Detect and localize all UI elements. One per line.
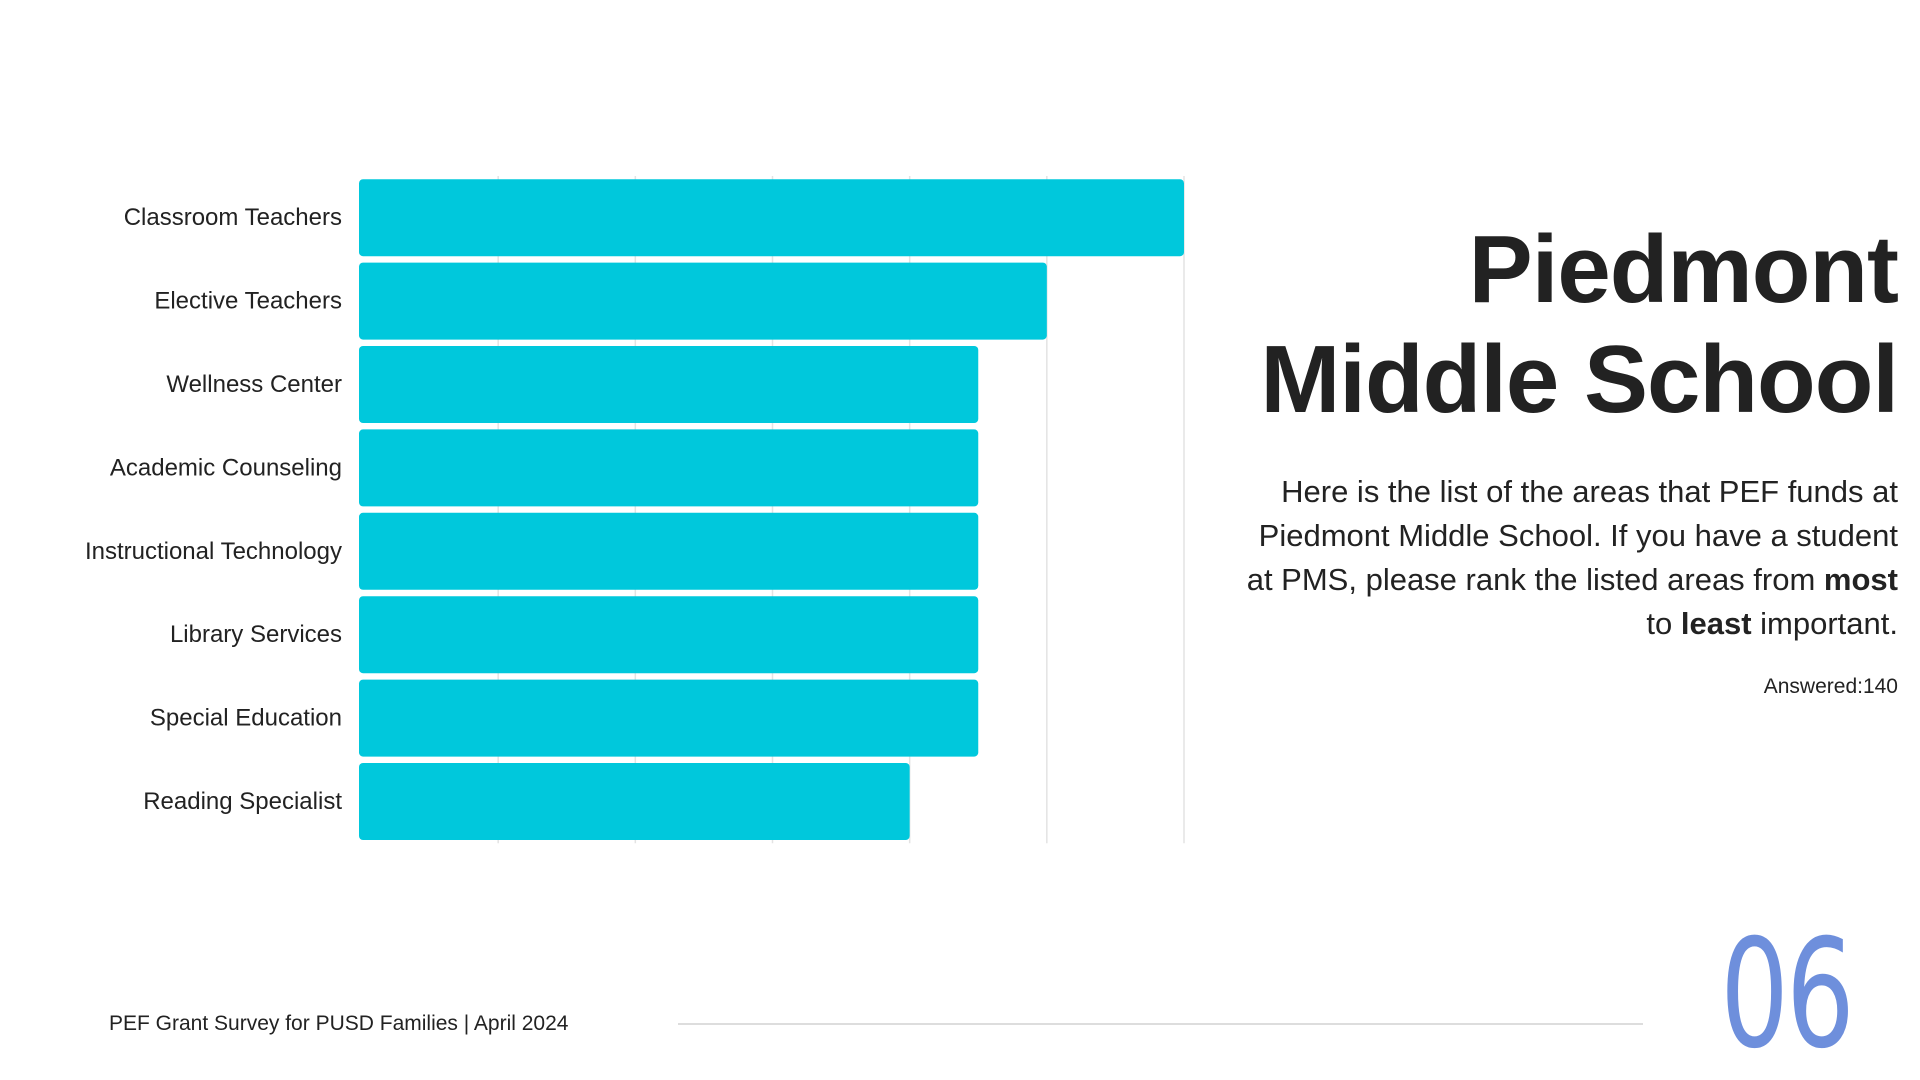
bar-classroom-teachers [359, 179, 1184, 257]
bar-chart: Classroom Teachers Elective Teachers Welln… [85, 176, 1185, 844]
description-bold-least: least [1680, 606, 1752, 641]
description-bold-most: most [1823, 562, 1898, 597]
category-label: Instructional Technology [85, 538, 342, 565]
bar-reading-specialist [359, 763, 910, 840]
bar-academic-counseling [359, 429, 979, 507]
description-text: Here is the list of the areas that PEF f… [1238, 470, 1898, 646]
category-label: Reading Specialist [143, 788, 342, 815]
category-label: Wellness Center [166, 371, 342, 398]
category-label: Elective Teachers [154, 288, 342, 315]
category-label: Special Education [150, 705, 342, 732]
answered-count: Answered:140 [1763, 675, 1898, 698]
title-line-1: Piedmont [1468, 216, 1899, 323]
description-part-2: to [1646, 606, 1681, 641]
category-label: Library Services [170, 621, 342, 648]
page-title: Piedmont Middle School [1198, 215, 1899, 435]
bar-wellness-center [359, 346, 979, 423]
page-number: 06 [1720, 908, 1855, 1080]
category-label: Classroom Teachers [124, 204, 342, 231]
footer-text: PEF Grant Survey for PUSD Families | Apr… [109, 1012, 569, 1035]
bar-library-services [359, 596, 979, 674]
chart-svg: Classroom Teachers Elective Teachers Welln… [85, 176, 1185, 844]
category-label: Academic Counseling [110, 454, 342, 481]
description-part-3: important. [1751, 606, 1898, 641]
title-line-2: Middle School [1260, 326, 1899, 433]
footer-divider [678, 1023, 1643, 1025]
bar-elective-teachers [359, 262, 1047, 340]
bar-instructional-technology [359, 512, 979, 590]
description-part-1: Here is the list of the areas that PEF f… [1246, 474, 1898, 597]
bar-special-education [359, 679, 979, 757]
label-layer: Classroom Teachers Elective Teachers Welln… [85, 204, 342, 815]
bar-layer [359, 179, 1184, 840]
